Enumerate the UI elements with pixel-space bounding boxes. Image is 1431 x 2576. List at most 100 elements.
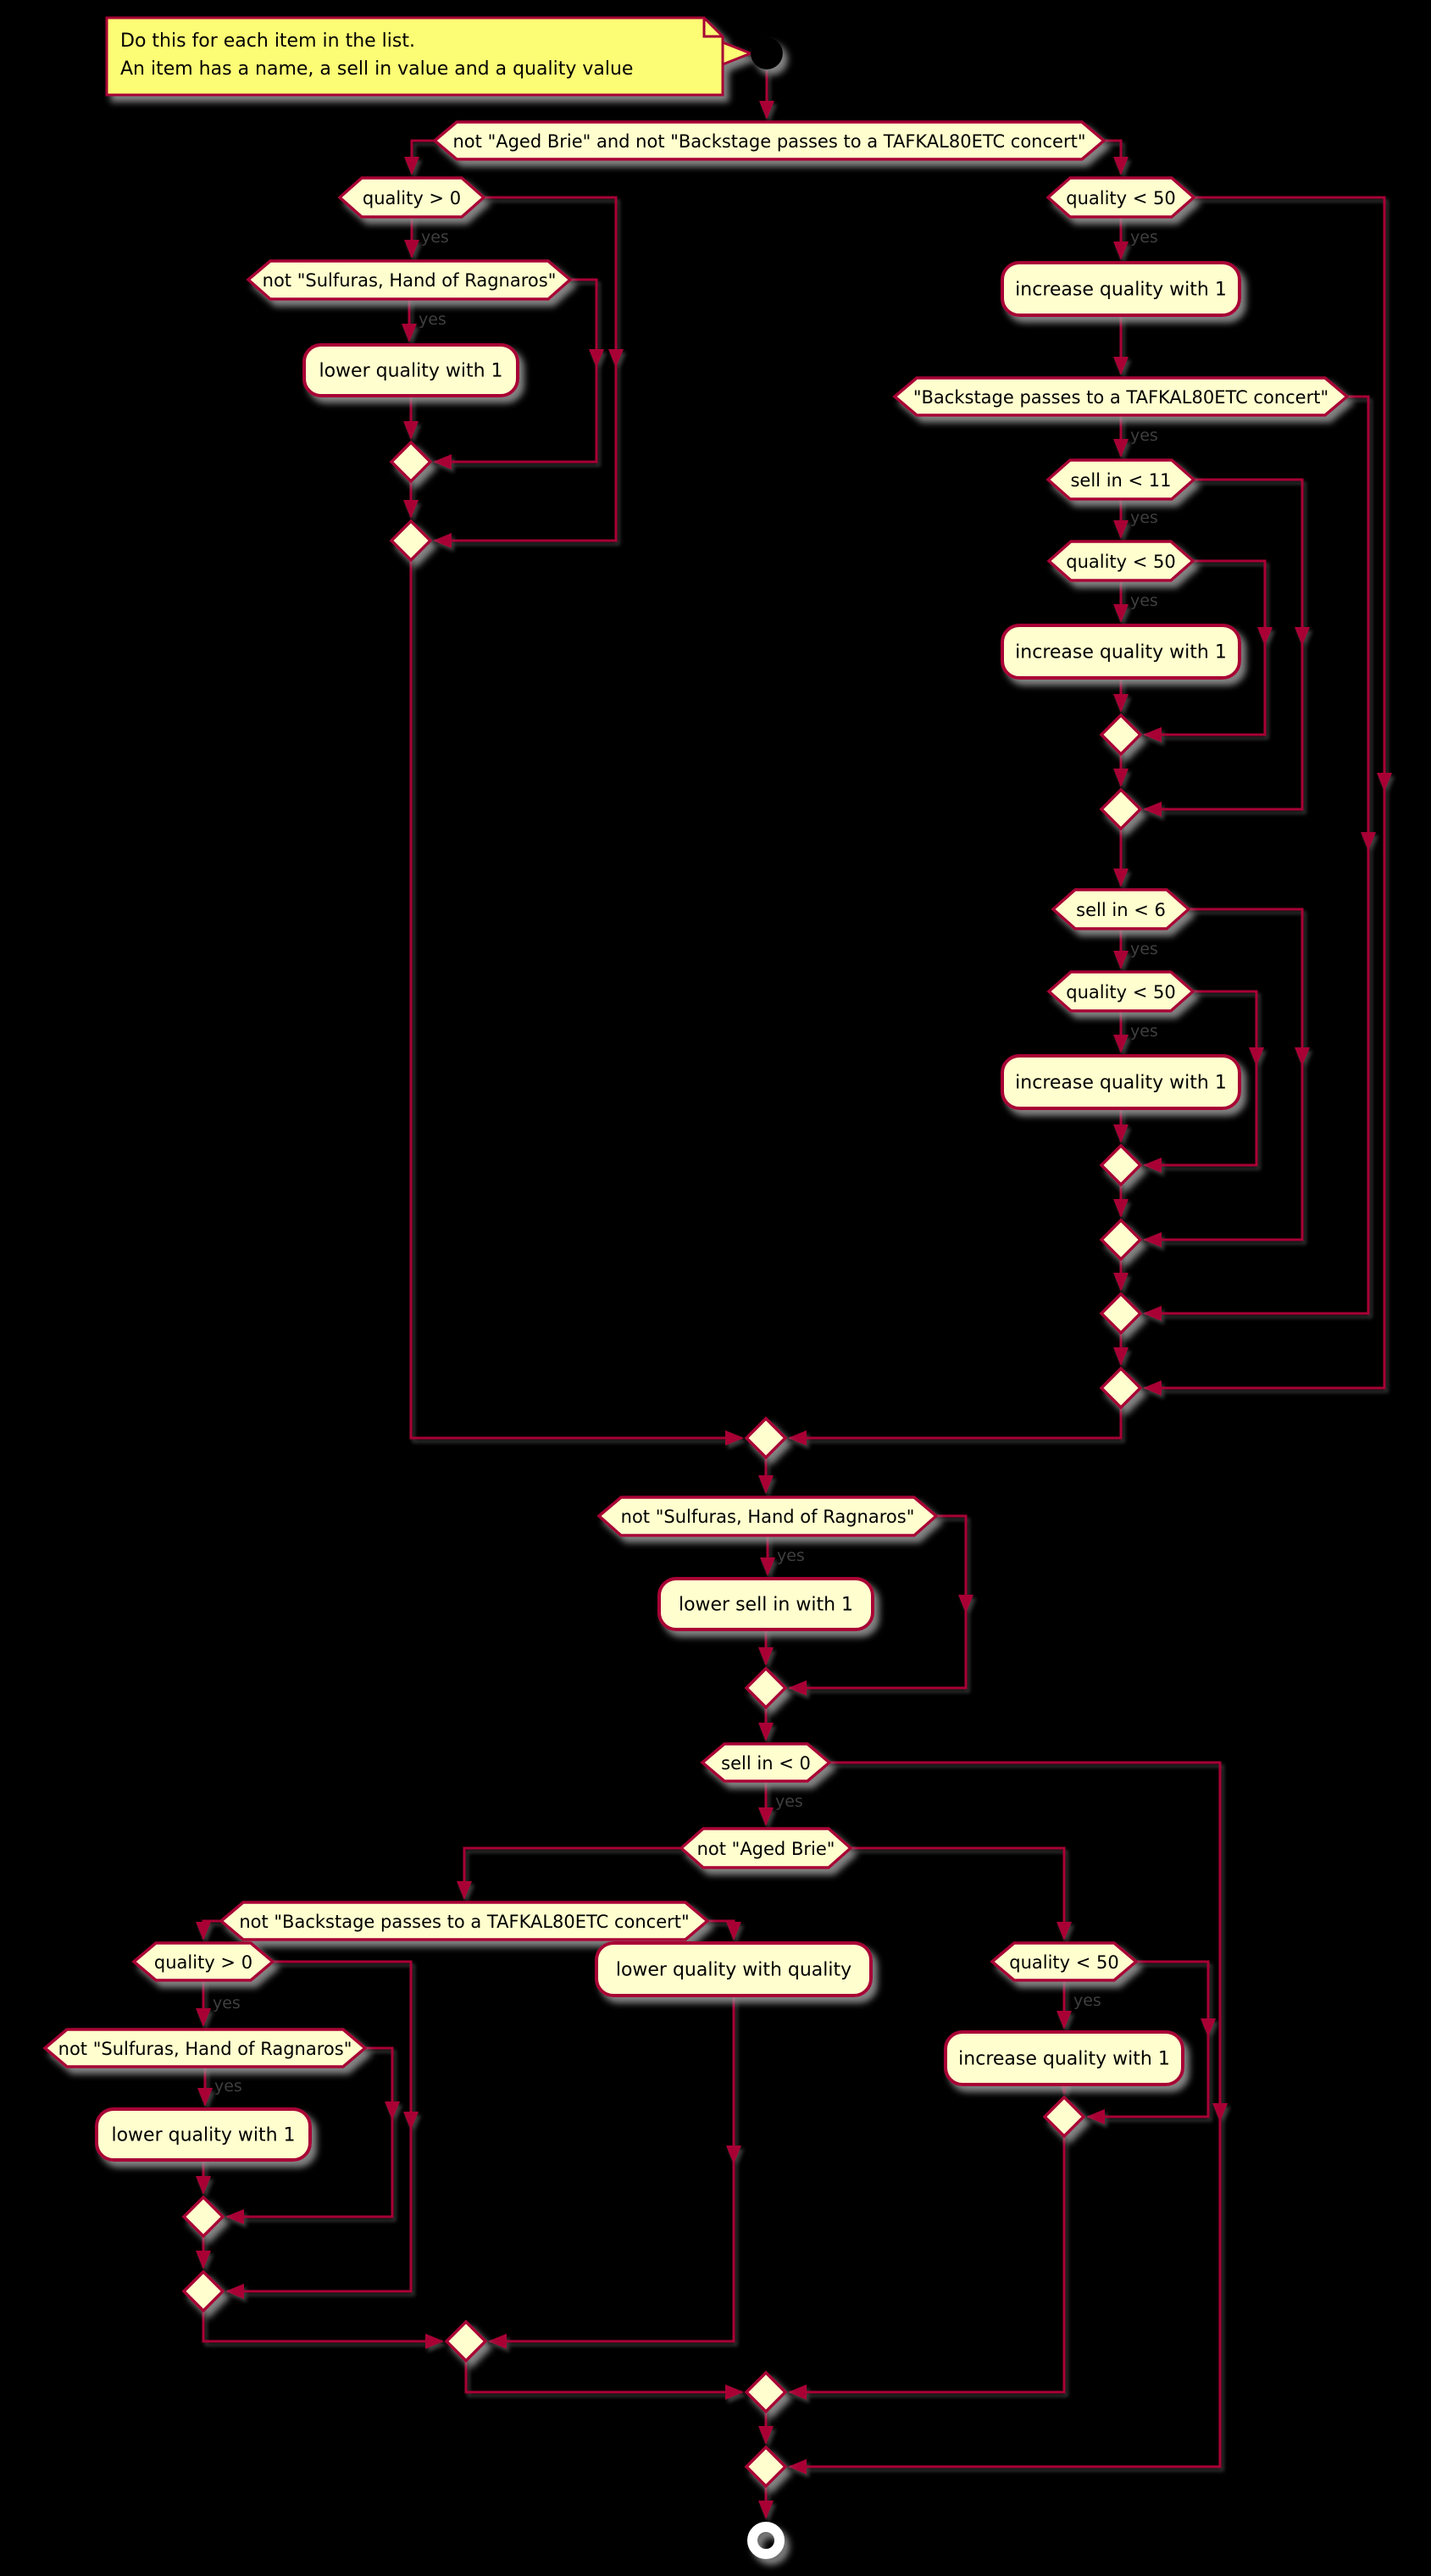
activity-increase-quality-1 bbox=[1001, 261, 1241, 317]
decision-not-aged-brie bbox=[679, 1827, 853, 1869]
flow-edge bbox=[464, 2361, 744, 2400]
note-line-2: An item has a name, a sell in value and … bbox=[120, 58, 633, 80]
flow-edge bbox=[488, 1996, 735, 2349]
yes-label: yes bbox=[213, 1994, 241, 2012]
yes-label: yes bbox=[1130, 940, 1158, 958]
activity-lower-sellin-1 bbox=[657, 1577, 874, 1631]
merge-diamond bbox=[744, 2370, 788, 2414]
start-node bbox=[751, 37, 783, 69]
decision-label: quality < 50 bbox=[1066, 188, 1176, 208]
decision-not-sulfuras bbox=[42, 2028, 368, 2068]
flow-edge bbox=[433, 196, 618, 548]
activity-lower-quality-1 bbox=[302, 343, 519, 397]
decision-sellin-lt-0 bbox=[700, 1742, 832, 1783]
activity-label: lower quality with 1 bbox=[319, 361, 502, 382]
activity-label: increase quality with 1 bbox=[958, 2049, 1170, 2070]
yes-label: yes bbox=[1130, 426, 1158, 445]
flow-edge bbox=[404, 139, 435, 175]
flow-edge bbox=[788, 1761, 1222, 2474]
decision-label: not "Aged Brie" and not "Backstage passe… bbox=[453, 131, 1086, 152]
yes-label: yes bbox=[777, 1546, 805, 1565]
yes-label: yes bbox=[1073, 1991, 1101, 2010]
note-line-1: Do this for each item in the list. bbox=[120, 31, 415, 52]
activity-increase-quality-1 bbox=[1001, 624, 1241, 680]
decision-label: not "Sulfuras, Hand of Ragnaros" bbox=[621, 1507, 915, 1527]
decision-label: quality < 50 bbox=[1066, 982, 1176, 1002]
branch-labels: yes yes yes yes yes yes yes yes yes yes … bbox=[213, 228, 1158, 2096]
flow-edge bbox=[1143, 395, 1370, 1321]
merge-diamond bbox=[744, 1416, 788, 1460]
flow-edge bbox=[1086, 1960, 1210, 2124]
end-node bbox=[747, 2522, 785, 2559]
activity-increase-quality-1 bbox=[1001, 1054, 1241, 1110]
activity-label: lower quality with quality bbox=[616, 1960, 851, 1981]
decision-label: sell in < 11 bbox=[1070, 470, 1171, 491]
flow-edge bbox=[1143, 196, 1386, 1396]
flow-edges bbox=[196, 70, 1392, 2519]
activity-increase-quality-1 bbox=[944, 2030, 1184, 2086]
decision-label: not "Sulfuras, Hand of Ragnaros" bbox=[58, 2039, 352, 2059]
decision-label: quality > 0 bbox=[154, 1952, 252, 1973]
merge-diamond bbox=[181, 2195, 225, 2239]
merge-diamond bbox=[1099, 787, 1143, 831]
flow-edge bbox=[1104, 139, 1129, 175]
flow-edge bbox=[788, 1407, 1123, 1446]
decision-label: not "Aged Brie" bbox=[697, 1839, 835, 1859]
activity-label: increase quality with 1 bbox=[1015, 1073, 1227, 1094]
flow-edge bbox=[1143, 908, 1304, 1247]
activity-label: lower sell in with 1 bbox=[679, 1595, 853, 1616]
activity-label: lower quality with 1 bbox=[111, 2125, 295, 2146]
flow-edge bbox=[409, 560, 744, 1446]
decision-quality-lt-50 bbox=[990, 1941, 1139, 1982]
yes-label: yes bbox=[421, 228, 449, 247]
flow-nodes: Do this for each item in the list. An it… bbox=[42, 16, 1350, 2559]
merge-diamond bbox=[744, 2445, 788, 2489]
decision-not-sulfuras bbox=[246, 259, 573, 301]
decision-label: quality > 0 bbox=[363, 188, 461, 208]
yes-label: yes bbox=[419, 310, 446, 329]
merge-diamond bbox=[389, 519, 433, 563]
note-fold-corner bbox=[702, 18, 723, 38]
decision-sellin-lt-6 bbox=[1051, 888, 1191, 930]
activity-lower-quality-1 bbox=[95, 2107, 312, 2162]
merge-diamond bbox=[1099, 1291, 1143, 1335]
merge-diamond bbox=[1099, 1218, 1143, 1262]
decision-label: "Backstage passes to a TAFKAL80ETC conce… bbox=[913, 387, 1328, 408]
merge-diamond bbox=[1042, 2095, 1086, 2139]
merge-diamond bbox=[181, 2269, 225, 2313]
note: Do this for each item in the list. An it… bbox=[105, 16, 755, 97]
yes-label: yes bbox=[214, 2077, 242, 2096]
decision-label: sell in < 6 bbox=[1076, 900, 1166, 920]
merge-diamond bbox=[444, 2319, 488, 2363]
decision-backstage bbox=[892, 376, 1350, 417]
flow-edge bbox=[457, 1846, 681, 1900]
merge-diamond bbox=[744, 1666, 788, 1710]
yes-label: yes bbox=[1130, 508, 1158, 527]
flow-edge bbox=[1143, 559, 1267, 742]
yes-label: yes bbox=[1130, 591, 1158, 610]
activity-label: increase quality with 1 bbox=[1015, 280, 1227, 301]
decision-quality-gt-0 bbox=[337, 176, 486, 219]
flow-edge bbox=[851, 1846, 1072, 1940]
activity-label: increase quality with 1 bbox=[1015, 642, 1227, 663]
decision-not-sulfuras bbox=[596, 1496, 939, 1537]
decision-not-backstage bbox=[219, 1901, 710, 1941]
decision-label: not "Sulfuras, Hand of Ragnaros" bbox=[263, 270, 557, 291]
merge-diamond bbox=[1099, 1366, 1143, 1410]
yes-label: yes bbox=[1130, 1022, 1158, 1041]
decision-label: not "Backstage passes to a TAFKAL80ETC c… bbox=[239, 1912, 689, 1932]
flow-edge bbox=[202, 2311, 444, 2349]
flow-edge bbox=[433, 278, 598, 469]
node-labels: not "Aged Brie" and not "Backstage passe… bbox=[58, 131, 1328, 2146]
flow-edge bbox=[1143, 990, 1258, 1173]
merge-diamond bbox=[1099, 713, 1143, 757]
yes-label: yes bbox=[1130, 228, 1158, 247]
note-pointer bbox=[721, 40, 755, 67]
flow-edge bbox=[788, 2136, 1066, 2400]
decision-label: quality < 50 bbox=[1009, 1952, 1119, 1973]
flow-edge bbox=[225, 2046, 394, 2224]
activity-lower-quality-with-quality bbox=[595, 1941, 873, 1997]
decision-quality-gt-0 bbox=[131, 1941, 275, 1982]
